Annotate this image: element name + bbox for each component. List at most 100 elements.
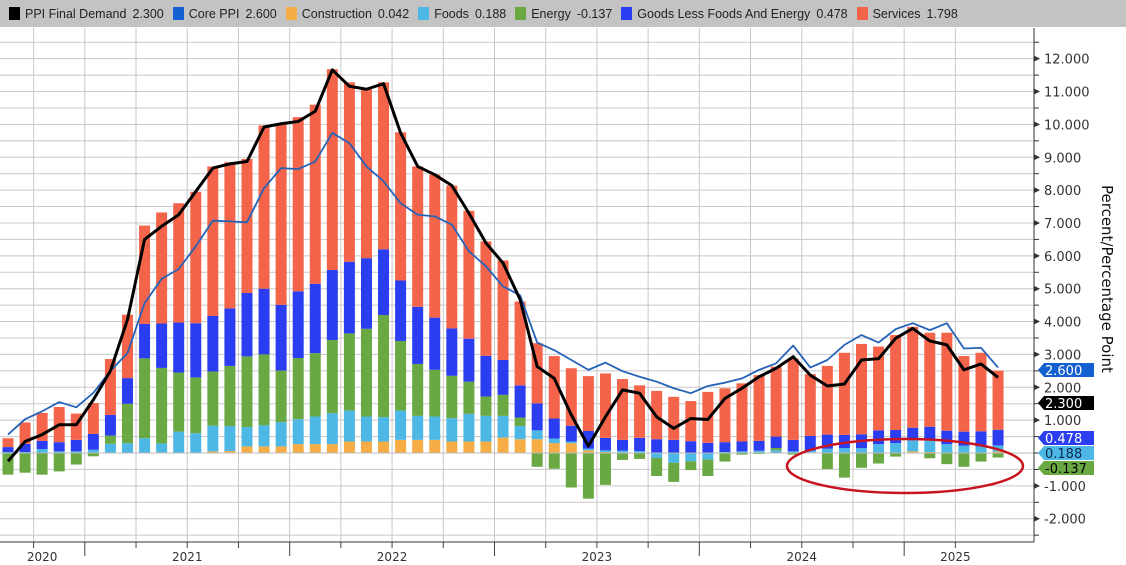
bar-energy (736, 453, 748, 455)
value-tag-box (1038, 396, 1094, 410)
value-tag: -0.137 (1038, 461, 1094, 477)
bar-foods (480, 415, 492, 442)
bar-foods (634, 451, 646, 453)
bar-services (343, 82, 355, 262)
bar-foods (651, 453, 663, 458)
bar-goods-less-foods-and-energy (190, 323, 202, 378)
bar-services (258, 125, 270, 289)
legend-item: PPI Final Demand 2.300 (9, 7, 164, 21)
bar-goods-less-foods-and-energy (19, 443, 31, 453)
bar-goods-less-foods-and-energy (412, 306, 424, 364)
y-tick-label: -1.000 (1044, 480, 1086, 495)
bar-construction (360, 441, 372, 453)
bar-services (890, 335, 902, 430)
legend-value: 1.798 (926, 6, 958, 21)
bar-construction (241, 446, 253, 453)
bar-services (617, 379, 629, 440)
bar-foods (36, 449, 48, 453)
bar-construction (275, 446, 287, 453)
bar-energy (275, 370, 287, 423)
bar-energy (599, 453, 611, 485)
bar-services (275, 124, 287, 305)
y-tick-marker (1034, 351, 1040, 358)
bar-energy (497, 394, 509, 416)
bar-foods (446, 418, 458, 442)
bar-energy (685, 461, 697, 471)
bar-services (2, 438, 14, 448)
bar-services (104, 359, 116, 415)
bar-energy (770, 448, 782, 451)
bar-services (599, 373, 611, 438)
bar-services (360, 88, 372, 259)
bar-foods (770, 450, 782, 453)
legend-swatch (856, 7, 868, 20)
bar-energy (53, 453, 65, 472)
bar-services (838, 352, 850, 435)
bar-construction (463, 441, 475, 453)
bar-energy (292, 358, 304, 420)
bar-foods (343, 410, 355, 442)
bar-services (173, 203, 185, 323)
bar-services (582, 376, 594, 431)
bar-services (241, 158, 253, 293)
bar-energy (207, 371, 219, 426)
bar-goods-less-foods-and-energy (121, 378, 133, 404)
bar-services (856, 343, 867, 435)
bar-services (514, 301, 526, 386)
bar-foods (548, 438, 560, 444)
bar-goods-less-foods-and-energy (770, 436, 782, 449)
legend-label: PPI Final Demand (25, 6, 127, 21)
y-tick-label: 7.000 (1044, 217, 1081, 232)
bar-energy (463, 381, 475, 414)
bar-foods (241, 427, 253, 447)
y-tick-marker (1034, 154, 1040, 161)
bar-energy (514, 417, 526, 427)
bar-energy (139, 358, 151, 439)
bar-energy (190, 377, 202, 434)
bar-energy (975, 453, 987, 462)
bar-services (36, 412, 48, 441)
bar-goods-less-foods-and-energy (821, 434, 833, 449)
bar-services (634, 385, 646, 438)
bar-goods-less-foods-and-energy (429, 317, 441, 370)
bar-energy (856, 453, 867, 468)
bar-foods (309, 416, 321, 445)
bar-goods-less-foods-and-energy (343, 261, 355, 334)
bar-goods-less-foods-and-energy (104, 414, 116, 436)
value-tag-label: -0.137 (1045, 462, 1087, 477)
bar-goods-less-foods-and-energy (463, 338, 475, 382)
legend-swatch (285, 7, 297, 20)
legend-swatch (172, 7, 184, 20)
bar-energy (258, 354, 270, 426)
x-tick-label: 2024 (786, 550, 817, 564)
bar-services (924, 332, 936, 427)
bar-goods-less-foods-and-energy (497, 360, 509, 395)
bar-services (685, 401, 697, 442)
bar-services (992, 370, 1004, 430)
bar-construction (326, 444, 338, 453)
legend-value: 2.300 (132, 6, 164, 21)
bar-goods-less-foods-and-energy (275, 304, 287, 371)
value-tag-label: 0.478 (1045, 432, 1082, 447)
bar-energy (173, 372, 185, 432)
bar-energy (617, 453, 629, 460)
bar-services (309, 104, 321, 284)
bar-goods-less-foods-and-energy (241, 292, 253, 357)
bar-services (412, 166, 424, 307)
bar-foods (173, 431, 185, 453)
bar-goods-less-foods-and-energy (207, 315, 219, 372)
bar-construction (395, 439, 407, 453)
bar-energy (446, 375, 458, 419)
legend-swatch (621, 7, 633, 20)
bar-energy (565, 453, 577, 488)
bar-services (668, 396, 680, 440)
bar-construction (582, 450, 594, 453)
bar-construction (343, 441, 355, 453)
value-tag: 2.300 (1038, 396, 1094, 412)
bar-goods-less-foods-and-energy (702, 442, 714, 453)
bar-goods-less-foods-and-energy (685, 441, 697, 453)
bar-energy (87, 453, 99, 457)
bar-foods (617, 450, 629, 453)
bar-services (378, 82, 390, 250)
bar-energy (429, 369, 441, 417)
